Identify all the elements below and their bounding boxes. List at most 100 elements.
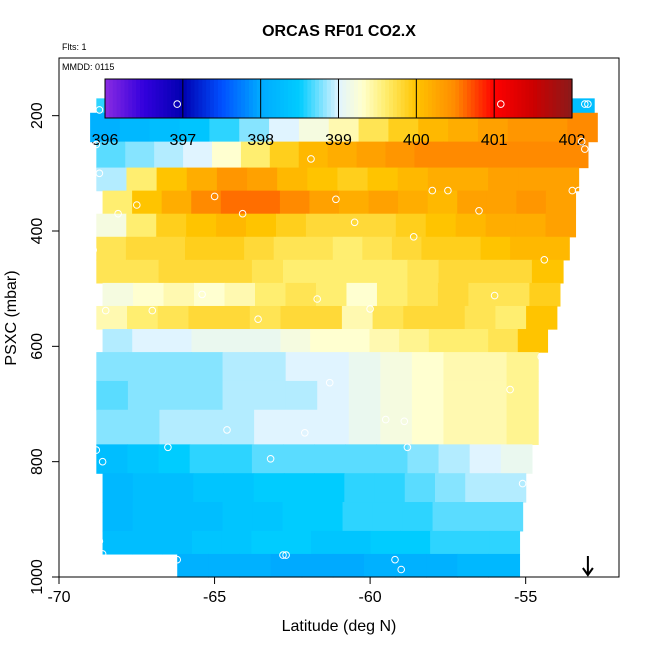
- colorbar-segment: [256, 79, 262, 118]
- heatmap-cell: [132, 329, 163, 353]
- heatmap-cell: [486, 190, 517, 215]
- heatmap-cell: [163, 473, 194, 503]
- colorbar-segment: [544, 79, 550, 118]
- heatmap-cell: [269, 141, 300, 169]
- heatmap-cell: [211, 141, 242, 169]
- heatmap-cell: [285, 380, 318, 411]
- observation-point: [534, 535, 542, 544]
- axes: -70 -65 -60 -55 200 400 600 800 1000: [29, 102, 594, 606]
- colorbar-segment: [447, 79, 452, 118]
- heatmap-cell: [301, 553, 334, 578]
- heatmap-cell: [518, 167, 550, 192]
- colorbar-segment: [350, 79, 355, 118]
- colorbar-segment: [443, 79, 449, 118]
- observation-point: [581, 100, 589, 108]
- observation-point: [397, 565, 406, 574]
- colorbar-segment: [276, 79, 281, 118]
- heatmap-cell: [443, 409, 476, 445]
- heatmap-cell: [345, 259, 377, 284]
- heatmap-cell: [254, 380, 287, 411]
- heatmap-cell: [376, 282, 409, 307]
- observation-point: [95, 106, 104, 114]
- colorbar-segment: [416, 79, 421, 118]
- heatmap-cell: [385, 141, 415, 169]
- colorbar-segment: [361, 79, 367, 118]
- heatmap-cell: [397, 167, 429, 192]
- colorbar-tick-label: 398: [247, 132, 274, 149]
- heatmap-cell: [310, 329, 341, 353]
- colorbar-segment: [556, 79, 561, 118]
- heatmap-cell: [102, 190, 133, 215]
- colorbar-segment: [342, 79, 347, 118]
- colorbar-segment: [459, 79, 464, 118]
- heatmap-cell: [437, 282, 470, 307]
- colorbar-segment: [431, 79, 437, 118]
- heatmap-cell: [427, 190, 458, 215]
- heatmap-cell: [132, 190, 163, 215]
- heatmap-cell: [348, 409, 381, 445]
- colorbar-segment: [136, 79, 141, 118]
- heatmap-cell: [458, 329, 489, 353]
- colorbar-segment: [307, 79, 312, 118]
- heatmap-cell: [363, 553, 396, 578]
- heatmap-cell: [96, 213, 127, 238]
- heatmap-cell: [315, 282, 348, 307]
- colorbar-segment: [194, 79, 199, 118]
- heatmap-cell: [348, 352, 381, 382]
- colorbar-segment: [124, 79, 129, 118]
- colorbar-segment: [245, 79, 250, 118]
- colorbar-segment: [392, 79, 398, 118]
- colorbar-segment: [365, 79, 371, 118]
- heatmap-cell: [283, 473, 315, 503]
- colorbar-segment: [295, 79, 301, 118]
- heatmap-cell: [159, 409, 192, 445]
- heatmap-cell: [220, 444, 253, 474]
- heatmap-cell: [314, 473, 345, 503]
- heatmap-cell: [280, 329, 311, 353]
- heatmap-cell: [162, 502, 194, 532]
- colorbar-segment: [529, 79, 534, 118]
- heatmap-cell: [531, 259, 564, 284]
- heatmap-cell: [495, 473, 527, 503]
- heatmap-cell: [312, 502, 344, 532]
- heatmap-cell: [438, 259, 471, 284]
- heatmap-cell: [223, 473, 255, 503]
- observation-point: [584, 100, 592, 108]
- heatmap-cell: [183, 141, 213, 169]
- heatmap-cell: [342, 502, 374, 532]
- heatmap-cell: [126, 167, 158, 192]
- heatmap-cell: [339, 190, 370, 215]
- heatmap-cell: [191, 530, 223, 555]
- down-arrow-icon: [582, 556, 594, 577]
- colorbar-segment: [233, 79, 238, 118]
- heatmap-cell: [402, 502, 434, 532]
- colorbar-segment: [396, 79, 402, 118]
- heatmap-cell: [311, 530, 342, 555]
- observation-point: [537, 352, 546, 361]
- colorbar-segment: [202, 79, 207, 118]
- colorbar-segment: [217, 79, 223, 118]
- colorbar-segment: [206, 79, 211, 118]
- colorbar-segment: [389, 79, 394, 118]
- colorbar-segment: [175, 79, 180, 118]
- colorbar-segment: [287, 79, 293, 118]
- colorbar-tick-label: 399: [325, 132, 352, 149]
- observation-point: [506, 385, 514, 394]
- heatmap-cell: [407, 282, 439, 307]
- x-axis-label: Latitude (deg N): [282, 618, 397, 635]
- heatmap-cell: [443, 352, 476, 382]
- heatmap-cell: [276, 213, 307, 238]
- heatmap-cell: [96, 167, 128, 192]
- colorbar-segment: [311, 79, 316, 118]
- heatmap-cell: [158, 444, 191, 474]
- heatmap-cell: [188, 305, 220, 330]
- observation-point: [313, 295, 322, 303]
- heatmap-cell: [501, 141, 531, 169]
- heatmap-cell: [193, 473, 225, 503]
- x-tick-label: -60: [359, 589, 382, 606]
- colorbar-segment: [241, 79, 246, 118]
- heatmap-cell: [277, 167, 308, 192]
- heatmap-cell: [380, 380, 413, 411]
- heatmap-cell: [254, 409, 287, 445]
- colorbar-segment: [190, 79, 196, 118]
